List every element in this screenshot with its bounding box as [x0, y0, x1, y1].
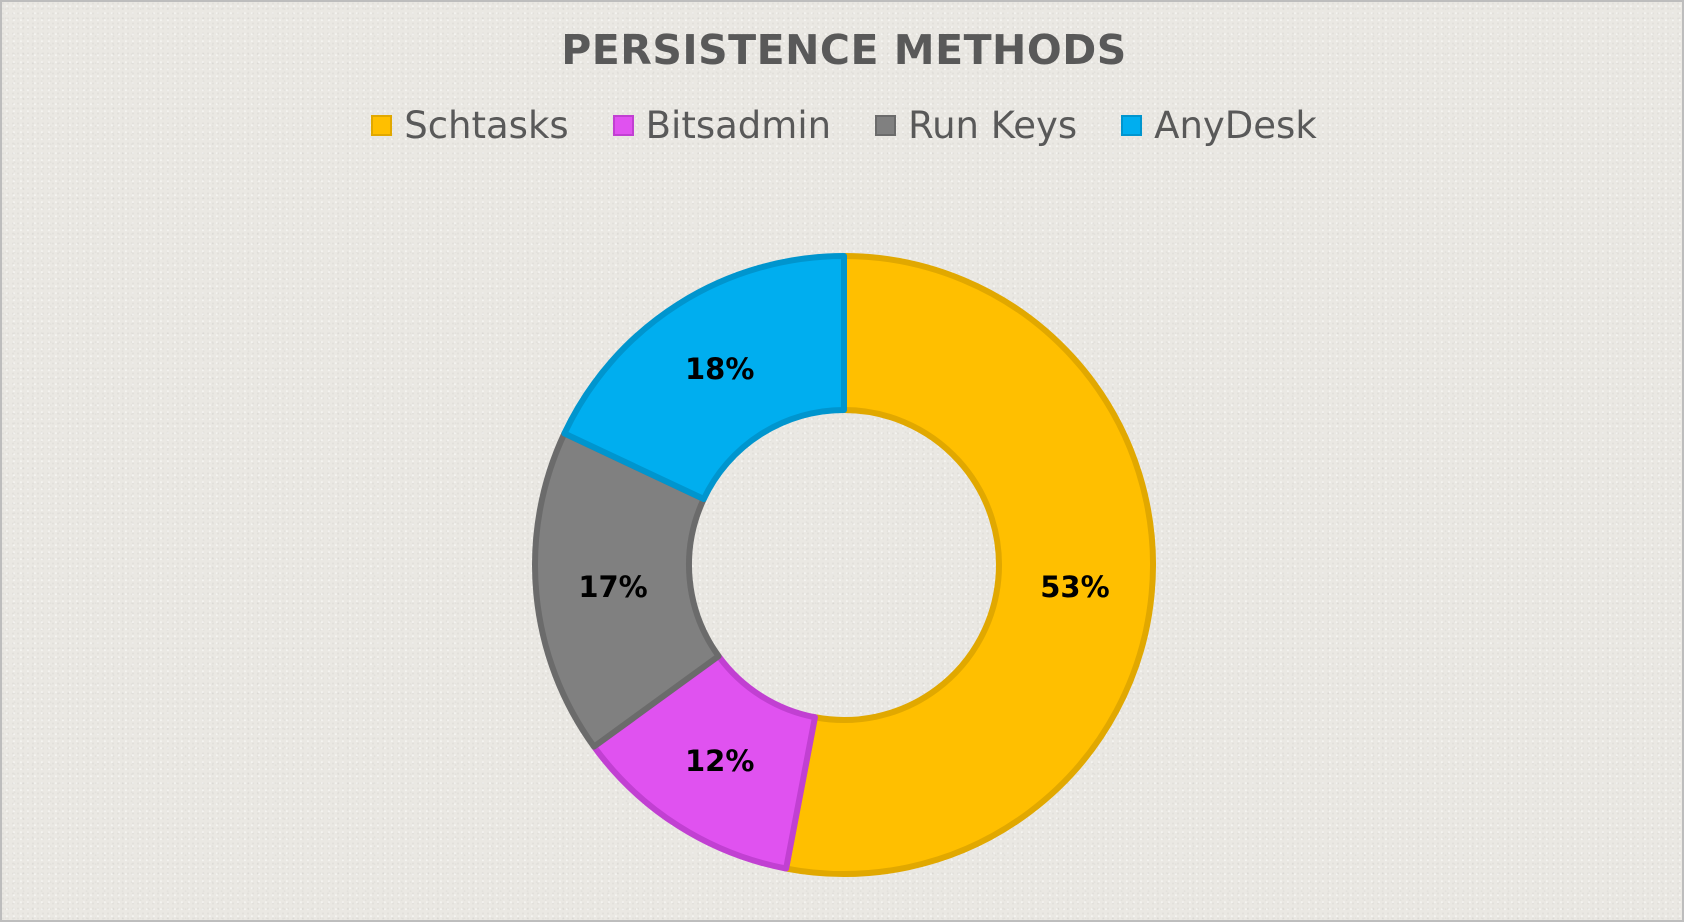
- legend-item-run-keys: Run Keys: [875, 104, 1077, 147]
- legend-label-schtasks: Schtasks: [404, 104, 569, 147]
- legend-swatch-schtasks: [371, 115, 393, 136]
- legend-item-anydesk: AnyDesk: [1121, 104, 1317, 147]
- legend: Schtasks Bitsadmin Run Keys AnyDesk: [2, 104, 1684, 147]
- chart-title: PERSISTENCE METHODS: [561, 26, 1127, 74]
- legend-label-bitsadmin: Bitsadmin: [645, 104, 832, 147]
- legend-item-bitsadmin: Bitsadmin: [612, 104, 832, 147]
- legend-swatch-bitsadmin: [612, 115, 634, 136]
- legend-item-schtasks: Schtasks: [371, 104, 569, 147]
- legend-label-anydesk: AnyDesk: [1154, 104, 1317, 147]
- donut-slice-schtasks: [783, 253, 1156, 877]
- data-label-schtasks: 53%: [1040, 570, 1109, 604]
- legend-label-run-keys: Run Keys: [908, 104, 1078, 147]
- data-label-anydesk: 18%: [685, 352, 754, 386]
- data-label-bitsadmin: 12%: [685, 744, 754, 778]
- legend-swatch-run-keys: [875, 115, 897, 136]
- data-label-run-keys: 17%: [578, 570, 647, 604]
- donut-slice-run-keys: [532, 430, 722, 750]
- donut-slice-anydesk: [561, 253, 847, 503]
- legend-swatch-anydesk: [1121, 115, 1143, 136]
